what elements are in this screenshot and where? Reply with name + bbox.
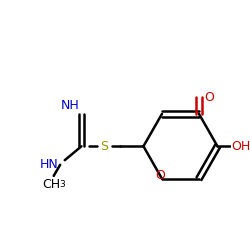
- Text: NH: NH: [61, 99, 80, 112]
- Text: HN: HN: [40, 158, 58, 171]
- Text: 3: 3: [59, 180, 65, 188]
- Text: CH: CH: [42, 178, 60, 191]
- Text: OH: OH: [232, 140, 250, 153]
- Text: O: O: [155, 170, 165, 182]
- Text: O: O: [204, 91, 214, 104]
- Text: S: S: [100, 140, 108, 153]
